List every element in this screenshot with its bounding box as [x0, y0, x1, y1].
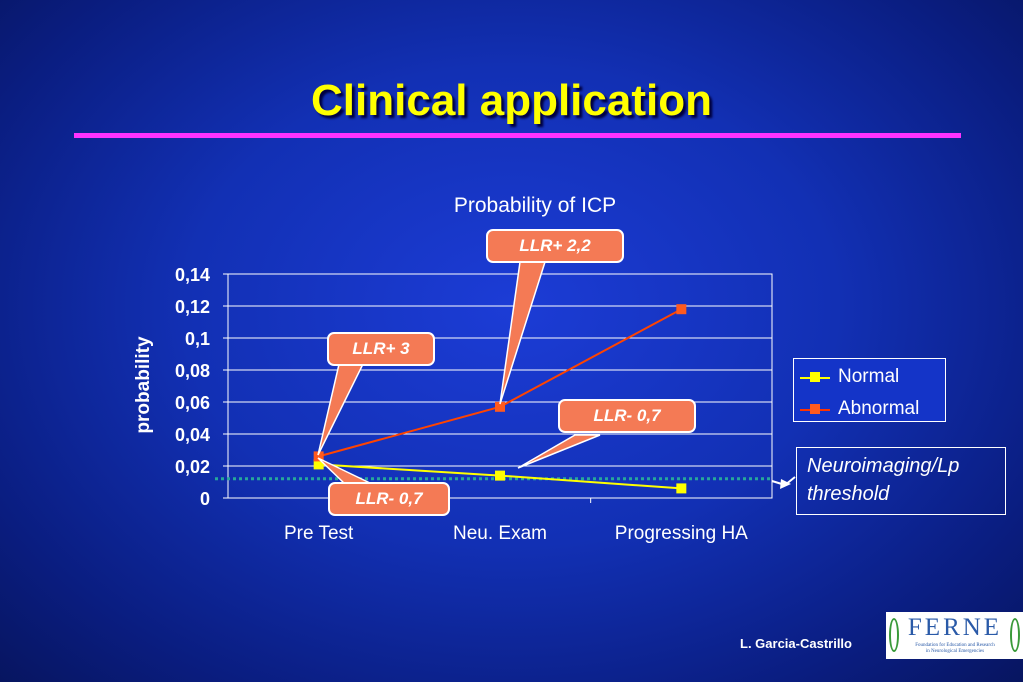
data-point-abnormal	[676, 304, 687, 315]
callout-llr-pos-2-2: LLR+ 2,2	[486, 229, 624, 263]
callout-pointer-llr-pos-3	[317, 359, 367, 456]
author-credit: L. Garcia-Castrillo	[740, 636, 852, 651]
data-point-abnormal	[313, 451, 324, 462]
y-tick-label: 0,12	[175, 297, 210, 317]
laurel-right-icon	[1010, 618, 1020, 652]
callout-llr-neg-lower: LLR- 0,7	[328, 482, 450, 516]
y-tick-label: 0,1	[185, 329, 210, 349]
y-tick-label: 0,06	[175, 393, 210, 413]
logo-wordmark: FERNE	[907, 614, 1003, 641]
y-tick-label: 0,04	[175, 425, 210, 445]
chart-title: Probability of ICP	[454, 194, 616, 217]
callout-pointer-llr-pos-2-2	[499, 261, 547, 405]
laurel-left-icon	[889, 618, 899, 652]
threshold-note-line2: threshold	[807, 483, 890, 505]
x-tick-label: Neu. Exam	[453, 523, 547, 544]
y-axis-label: probability	[133, 336, 154, 434]
callout-pointer-llr-neg-lower	[317, 457, 373, 485]
y-tick-label: 0,14	[175, 265, 210, 285]
threshold-note: Neuroimaging/Lp threshold	[796, 447, 1006, 515]
logo-subtitle-line1: Foundation for Education and Research	[915, 643, 995, 648]
legend-marker-normal	[810, 372, 820, 382]
callout-llr-pos-3: LLR+ 3	[327, 332, 435, 366]
title-underline	[74, 133, 961, 138]
logo-subtitle-line2: in Neurological Emergencies	[925, 649, 985, 654]
y-tick-label: 0,08	[175, 361, 210, 381]
y-tick-label: 0	[200, 489, 210, 509]
plot-area	[227, 273, 773, 499]
legend-label-normal: Normal	[838, 366, 900, 387]
slide-title: Clinical application	[311, 76, 712, 125]
data-point-normal	[676, 483, 687, 494]
arrowhead-icon	[780, 479, 791, 489]
y-tick-label: 0,02	[175, 457, 210, 477]
threshold-note-line1: Neuroimaging/Lp	[807, 455, 960, 477]
ferne-logo: FERNE Foundation for Education and Resea…	[886, 612, 1023, 659]
legend-marker-abnormal	[810, 404, 820, 414]
data-point-abnormal	[495, 401, 505, 412]
x-tick-label: Progressing HA	[615, 523, 748, 544]
data-point-normal	[495, 470, 505, 481]
data-point-normal	[313, 459, 324, 470]
callout-pointer-llr-neg-upper	[517, 434, 601, 469]
callout-llr-neg-upper: LLR- 0,7	[558, 399, 696, 433]
legend-label-abnormal: Abnormal	[838, 398, 920, 419]
x-tick-label: Pre Test	[284, 523, 354, 544]
chart-legend: Normal Abnormal	[793, 358, 946, 422]
logo-subtitle: Foundation for Education and Research in…	[900, 643, 1010, 655]
